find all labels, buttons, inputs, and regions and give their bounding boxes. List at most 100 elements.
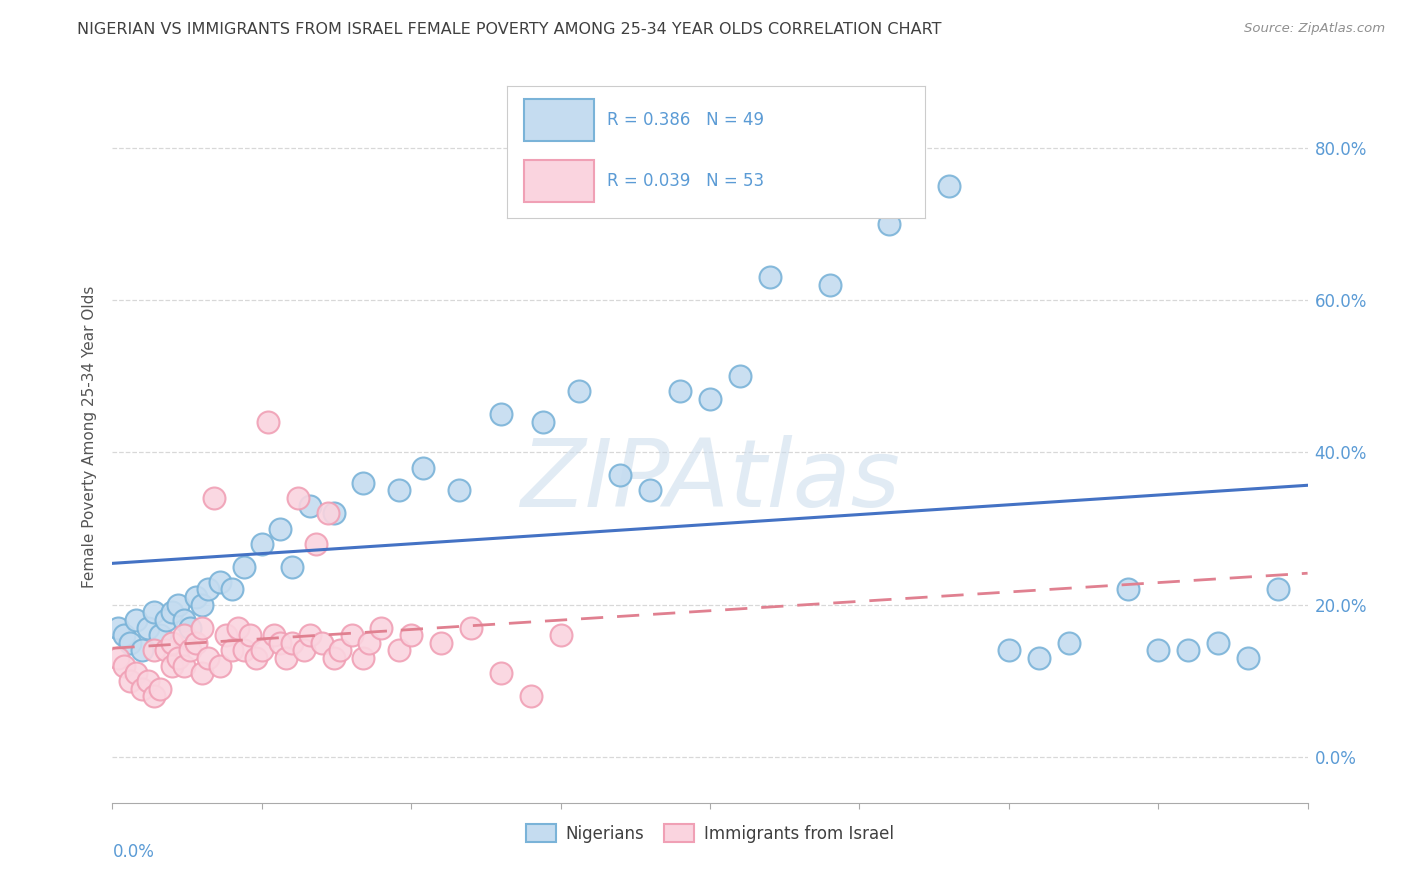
Point	[197, 651, 219, 665]
Point	[316, 506, 339, 520]
Point	[531, 415, 554, 429]
Point	[311, 636, 333, 650]
Point	[305, 537, 328, 551]
Point	[520, 689, 543, 703]
Point	[274, 651, 297, 665]
Point	[489, 666, 512, 681]
Point	[162, 658, 183, 673]
Point	[173, 628, 195, 642]
Point	[250, 537, 273, 551]
Point	[120, 636, 142, 650]
Text: ZIPAtlas: ZIPAtlas	[520, 435, 900, 526]
Point	[257, 415, 280, 429]
Point	[143, 689, 166, 703]
Point	[107, 651, 129, 665]
Point	[281, 636, 304, 650]
Point	[699, 392, 721, 406]
Point	[233, 559, 256, 574]
Point	[215, 628, 238, 642]
Point	[359, 636, 381, 650]
Point	[388, 483, 411, 498]
Point	[1237, 651, 1260, 665]
Legend: Nigerians, Immigrants from Israel: Nigerians, Immigrants from Israel	[519, 817, 901, 849]
Point	[269, 521, 291, 535]
Point	[879, 217, 901, 231]
Point	[143, 605, 166, 619]
Point	[1057, 636, 1080, 650]
Point	[138, 621, 160, 635]
Point	[609, 468, 631, 483]
Point	[322, 506, 344, 520]
Point	[460, 621, 482, 635]
Point	[489, 407, 512, 421]
Point	[759, 270, 782, 285]
Point	[269, 636, 291, 650]
Text: 0.0%: 0.0%	[112, 843, 155, 861]
Point	[131, 681, 153, 696]
Point	[138, 673, 160, 688]
Point	[245, 651, 267, 665]
Point	[239, 628, 262, 642]
Point	[1147, 643, 1170, 657]
Point	[1028, 651, 1050, 665]
Point	[120, 673, 142, 688]
Point	[162, 605, 183, 619]
Point	[938, 178, 960, 193]
Point	[114, 628, 135, 642]
Point	[107, 621, 129, 635]
Point	[155, 643, 177, 657]
Point	[1177, 643, 1199, 657]
Point	[209, 574, 232, 589]
Point	[728, 369, 751, 384]
Point	[298, 628, 321, 642]
Point	[209, 658, 232, 673]
Point	[640, 483, 662, 498]
Point	[221, 582, 243, 597]
Point	[179, 621, 201, 635]
Point	[281, 559, 304, 574]
Point	[162, 636, 183, 650]
Point	[298, 499, 321, 513]
Point	[550, 628, 572, 642]
Text: Source: ZipAtlas.com: Source: ZipAtlas.com	[1244, 22, 1385, 36]
Point	[669, 384, 692, 399]
Point	[287, 491, 309, 505]
Point	[329, 643, 352, 657]
Point	[340, 628, 363, 642]
Point	[179, 643, 201, 657]
Point	[186, 636, 208, 650]
Point	[149, 681, 172, 696]
Point	[353, 475, 375, 490]
Point	[191, 621, 214, 635]
Point	[263, 628, 285, 642]
Point	[197, 582, 219, 597]
Point	[388, 643, 411, 657]
Point	[191, 598, 214, 612]
Point	[114, 658, 135, 673]
Point	[1118, 582, 1140, 597]
Point	[191, 666, 214, 681]
Point	[226, 621, 249, 635]
Point	[1267, 582, 1289, 597]
Point	[131, 643, 153, 657]
Point	[430, 636, 453, 650]
Point	[250, 643, 273, 657]
Point	[221, 643, 243, 657]
Point	[568, 384, 591, 399]
Point	[818, 277, 841, 292]
Point	[173, 658, 195, 673]
Point	[412, 460, 434, 475]
Point	[233, 643, 256, 657]
Point	[155, 613, 177, 627]
Point	[292, 643, 315, 657]
Text: NIGERIAN VS IMMIGRANTS FROM ISRAEL FEMALE POVERTY AMONG 25-34 YEAR OLDS CORRELAT: NIGERIAN VS IMMIGRANTS FROM ISRAEL FEMAL…	[77, 22, 942, 37]
Point	[449, 483, 471, 498]
Point	[322, 651, 344, 665]
Point	[125, 613, 148, 627]
Point	[370, 621, 392, 635]
Point	[173, 613, 195, 627]
Point	[125, 666, 148, 681]
Point	[167, 651, 190, 665]
Point	[186, 590, 208, 604]
Point	[401, 628, 423, 642]
